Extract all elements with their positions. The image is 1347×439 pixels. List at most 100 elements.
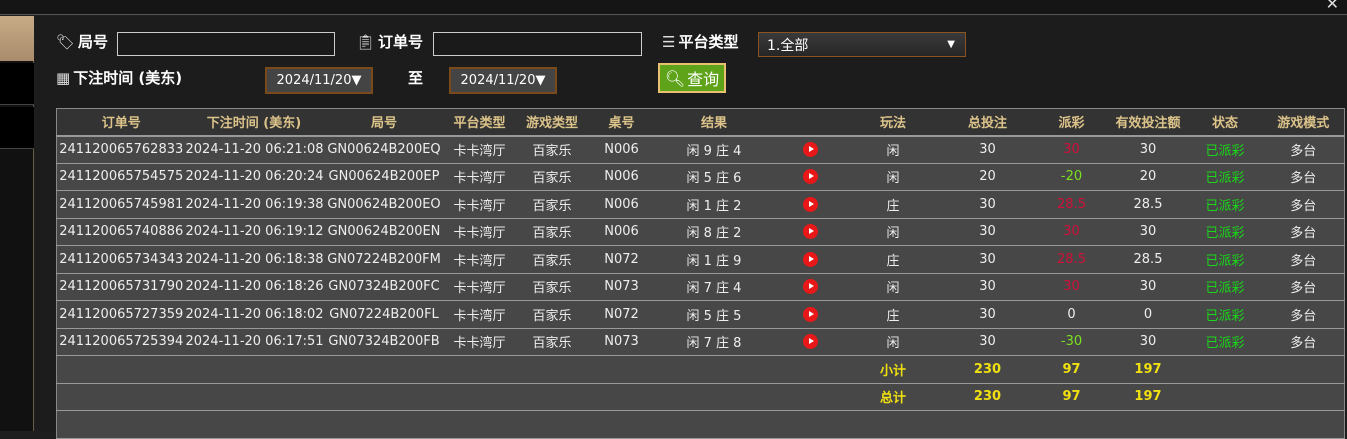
valid-bet: 30	[1108, 328, 1188, 356]
total-bet: 30	[940, 273, 1035, 301]
game-type: 百家乐	[513, 328, 591, 356]
bet-time: 2024-11-20 06:18:38	[185, 245, 324, 274]
game-type: 百家乐	[513, 245, 591, 274]
column-header: 状态	[1187, 108, 1263, 137]
total-bet: 30	[940, 218, 1035, 246]
bet-time: 2024-11-20 06:19:12	[185, 218, 324, 246]
summary-valid-bet: 197	[1108, 355, 1188, 384]
table-row[interactable]: 241120065725394 2024-11-20 06:17:51 GN0732…	[56, 328, 1345, 356]
play-video-icon[interactable]	[803, 142, 818, 157]
payout: -30	[1034, 328, 1109, 356]
column-header	[775, 108, 846, 137]
bet-option: 闲	[845, 163, 941, 191]
total-bet: 30	[940, 190, 1035, 219]
round-input[interactable]	[117, 32, 335, 56]
clipboard-icon: 📋︎	[356, 32, 376, 51]
date-from-picker[interactable]: 2024/11/20▼	[265, 67, 373, 94]
bet-option: 庄	[845, 190, 941, 219]
order-id: 241120065754575	[56, 163, 186, 191]
platform: 卡卡湾厅	[445, 190, 514, 219]
sidebar-item[interactable]	[0, 107, 34, 149]
result: 闲 7 庄 4	[652, 273, 776, 301]
play-video-icon[interactable]	[803, 251, 818, 267]
game-type: 百家乐	[513, 218, 591, 246]
table-row[interactable]: 241120065762833 2024-11-20 06:21:08 GN0062…	[56, 135, 1345, 164]
total-bet: 30	[940, 300, 1035, 329]
play-video-icon[interactable]	[803, 306, 818, 322]
column-header: 结果	[652, 108, 776, 137]
round-label-text: 局号	[78, 33, 109, 51]
play-video-icon[interactable]	[803, 334, 818, 350]
platform-label: ☰ 平台类型	[662, 31, 738, 52]
bet-option: 闲	[845, 273, 941, 301]
game-type: 百家乐	[513, 273, 591, 301]
close-icon[interactable]: ✕	[1325, 0, 1339, 13]
list-icon: ☰	[662, 32, 676, 51]
table-no: N073	[590, 328, 653, 356]
table-row[interactable]: 241120065727359 2024-11-20 06:18:02 GN0722…	[56, 300, 1345, 329]
table-row[interactable]: 241120065745981 2024-11-20 06:19:38 GN0062…	[56, 190, 1345, 219]
bet-time: 2024-11-20 06:18:02	[185, 300, 324, 329]
replay-cell	[775, 273, 846, 301]
to-label: 至	[408, 69, 424, 87]
game-type: 百家乐	[513, 163, 591, 191]
table-no: N072	[590, 245, 653, 274]
table-no: N073	[590, 273, 653, 301]
platform: 卡卡湾厅	[445, 135, 514, 164]
chevron-down-icon: ▼	[947, 39, 955, 50]
platform-select[interactable]: 1.全部 ▼	[758, 32, 966, 57]
empty-cell	[775, 383, 846, 411]
bet-option: 庄	[845, 300, 941, 329]
game-mode: 多台	[1262, 163, 1345, 191]
empty-cell	[513, 355, 591, 384]
bet-time: 2024-11-20 06:21:08	[185, 135, 324, 164]
order-id: 241120065727359	[56, 300, 186, 329]
play-video-icon[interactable]	[803, 224, 818, 240]
play-video-icon[interactable]	[803, 279, 818, 295]
replay-cell	[775, 135, 846, 164]
empty-cell	[590, 383, 653, 411]
column-header: 局号	[322, 108, 446, 137]
order-label: 📋︎ 订单号	[356, 31, 423, 52]
valid-bet: 28.5	[1108, 190, 1188, 219]
status: 已派彩	[1187, 135, 1263, 164]
platform-label-text: 平台类型	[678, 33, 739, 51]
sidebar-tab-active[interactable]	[0, 16, 34, 61]
valid-bet: 30	[1108, 273, 1188, 301]
table-row[interactable]: 241120065740886 2024-11-20 06:19:12 GN0062…	[56, 218, 1345, 246]
order-id: 241120065734343	[56, 245, 186, 274]
title-bar: ✕	[0, 0, 1347, 15]
order-id: 241120065740886	[56, 218, 186, 246]
game-mode: 多台	[1262, 328, 1345, 356]
summary-total-bet: 230	[940, 355, 1035, 384]
column-header: 桌号	[590, 108, 653, 137]
table-no: N072	[590, 300, 653, 329]
column-header: 总投注	[940, 108, 1035, 137]
result: 闲 9 庄 4	[652, 135, 776, 164]
column-header: 派彩	[1034, 108, 1109, 137]
result: 闲 7 庄 8	[652, 328, 776, 356]
table-header: 订单号 下注时间 (美东) 局号 平台类型 游戏类型 桌号 结果 玩法 总投注 派彩 有效投注额 状态…	[56, 108, 1345, 137]
total-bet: 20	[940, 163, 1035, 191]
summary-payout: 97	[1034, 383, 1109, 411]
play-video-icon[interactable]	[803, 196, 818, 212]
column-header: 玩法	[845, 108, 941, 137]
status: 已派彩	[1187, 328, 1263, 356]
table-row[interactable]: 241120065754575 2024-11-20 06:20:24 GN0062…	[56, 163, 1345, 191]
sidebar-item[interactable]	[0, 63, 34, 105]
query-button[interactable]: 🔍︎ 查询	[658, 63, 726, 93]
query-label: 查询	[687, 70, 720, 89]
total-bet: 30	[940, 135, 1035, 164]
order-input[interactable]	[433, 32, 642, 56]
bet-option: 庄	[845, 245, 941, 274]
table-row[interactable]: 241120065734343 2024-11-20 06:18:38 GN0722…	[56, 245, 1345, 274]
valid-bet: 20	[1108, 163, 1188, 191]
date-to-picker[interactable]: 2024/11/20▼	[449, 67, 557, 94]
platform: 卡卡湾厅	[445, 245, 514, 274]
payout: 30	[1034, 135, 1109, 164]
empty-cell	[185, 383, 323, 411]
table-row[interactable]: 241120065731790 2024-11-20 06:18:26 GN0732…	[56, 273, 1345, 301]
tag-icon: 🏷︎	[56, 32, 76, 51]
play-video-icon[interactable]	[803, 169, 818, 185]
round-id: GN00624B200EP	[322, 163, 446, 191]
